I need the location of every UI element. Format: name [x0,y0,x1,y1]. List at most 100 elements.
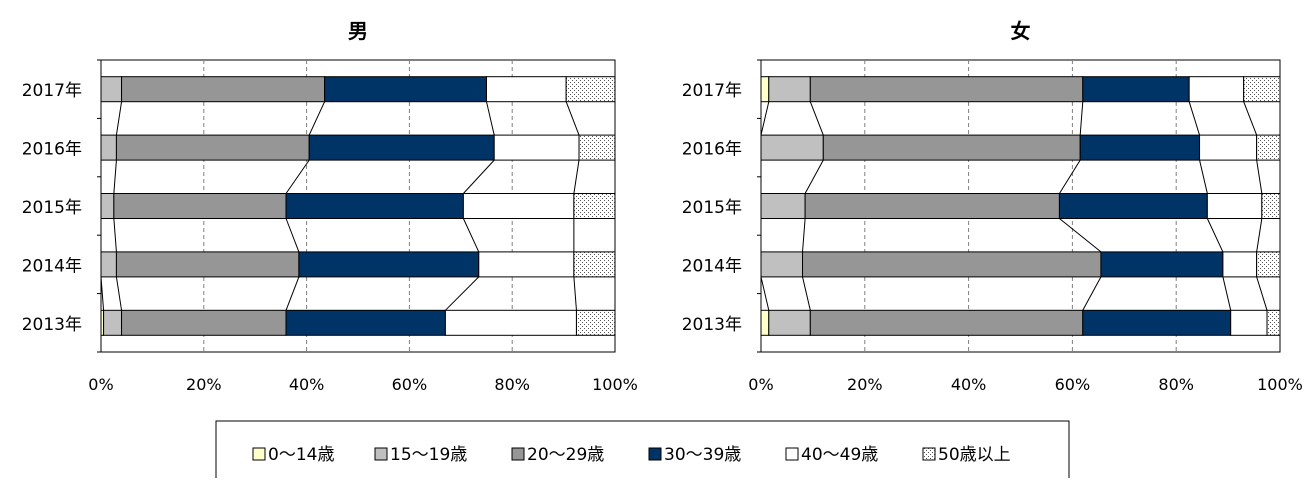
bar-segment [478,251,575,278]
y-tick-label: 2016年 [682,140,742,160]
bar-segment [573,193,616,219]
bar-segment [1206,193,1263,219]
bar-segment [1082,309,1232,336]
bar-segment [768,309,811,336]
bar-segment [575,309,616,336]
bar-segment [1261,193,1281,219]
y-tick-label: 2017年 [22,81,82,101]
bar-segment [1230,309,1268,336]
bar-segment [1222,251,1258,278]
bar-segment [804,193,1060,219]
bar-segment [1266,309,1281,336]
bar-segment [493,134,580,161]
x-tick-label: 40% [289,375,325,394]
y-tick-label: 2015年 [682,198,742,218]
chart-panel-female: 女 2017年 2016年 2015年 2014年 2013年 0% 20% 40% 60% 80%… [682,19,1303,394]
legend-swatch [252,447,266,461]
x-tick-label: 0% [88,375,113,394]
bar-segment [308,134,495,161]
series-line [1256,276,1268,311]
series-line [1079,101,1084,136]
bar-segment [298,251,480,278]
bar-segment [1199,134,1258,161]
x-tick-label: 80% [494,375,530,394]
x-tick-label: 60% [1055,375,1091,394]
series-line [1059,159,1081,194]
series-line [486,101,495,136]
legend-swatch [511,447,525,461]
bar-segment [285,193,464,219]
series-line [573,160,580,194]
bar-segment [1082,76,1190,103]
bar-segment [121,76,326,103]
bar-segment [113,193,287,219]
bar-segment [809,76,1084,103]
x-tick-label: 40% [951,375,987,394]
series-line [115,101,123,136]
series-line [308,101,326,136]
legend-label: 40～49歳 [801,445,878,465]
bar-segment [573,251,616,278]
series-line [804,159,824,194]
series-line [573,276,577,311]
series-line [100,276,105,311]
bar-segment [324,76,487,103]
series-line [463,159,495,194]
x-tick-label: 80% [1158,375,1194,394]
y-tick-label: 2016年 [22,140,82,160]
bar-segment [462,193,575,219]
series-line [1206,218,1224,253]
bar-segment [768,76,811,103]
legend-label: 50歳以上 [938,445,1011,465]
series-line [802,276,811,311]
legend-swatch [374,447,388,461]
x-tick-label: 0% [748,375,773,394]
y-tick-label: 2017年 [682,81,742,101]
x-tick-label: 100% [1257,375,1303,394]
series-line [1222,276,1232,311]
y-tick-label: 2013年 [22,315,82,335]
legend-label: 15～19歳 [390,445,467,465]
bar-segment [565,76,616,103]
series-line [1256,160,1263,194]
legend-label: 0～14歳 [268,445,334,465]
series-line [445,276,480,311]
series-line [1256,218,1263,252]
bar-segment [822,134,1081,161]
bar-segment [100,134,117,161]
bar-segment [100,76,123,103]
bar-segment [444,309,577,336]
legend-swatch [785,447,799,461]
series-line [113,160,117,194]
series-line [115,276,123,311]
series-line [760,101,770,136]
bar-segment [760,134,824,161]
legend-swatch [922,447,936,461]
bar-segment [486,76,567,103]
legend-swatch [648,447,662,461]
bar-segment [1256,134,1281,161]
bar-segment [1100,251,1224,278]
x-tick-label: 20% [186,375,222,394]
y-tick-label: 2014年 [22,256,82,276]
bar-segment [760,193,806,219]
series-line [1199,159,1208,194]
series-line [1188,101,1201,136]
chart-title: 女 [1011,19,1031,43]
bar-segment [1256,251,1281,278]
bar-segment [760,251,804,278]
y-tick-label: 2015年 [22,198,82,218]
legend: 0～14歳 15～19歳 20～29歳 30～39歳 40～49歳 50歳以上 [215,420,1070,482]
bar-segment [578,134,616,161]
bar-segment [809,309,1084,336]
series-line [113,218,117,252]
legend-label: 20～29歳 [527,445,604,465]
series-line [565,101,580,136]
y-tick-label: 2014年 [682,256,742,276]
bar-segment [1079,134,1201,161]
chart-title: 男 [348,19,368,43]
series-line [285,276,300,311]
x-tick-label: 60% [392,375,428,394]
